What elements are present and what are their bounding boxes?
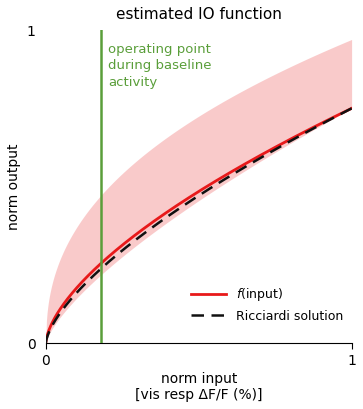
X-axis label: norm input
[vis resp ΔF/F (%)]: norm input [vis resp ΔF/F (%)] [135, 372, 262, 402]
Legend: $f$(input), Ricciardi solution: $f$(input), Ricciardi solution [186, 281, 348, 328]
Text: operating point
during baseline
activity: operating point during baseline activity [109, 43, 212, 89]
Y-axis label: norm output: norm output [7, 144, 21, 230]
Title: estimated IO function: estimated IO function [116, 7, 282, 22]
